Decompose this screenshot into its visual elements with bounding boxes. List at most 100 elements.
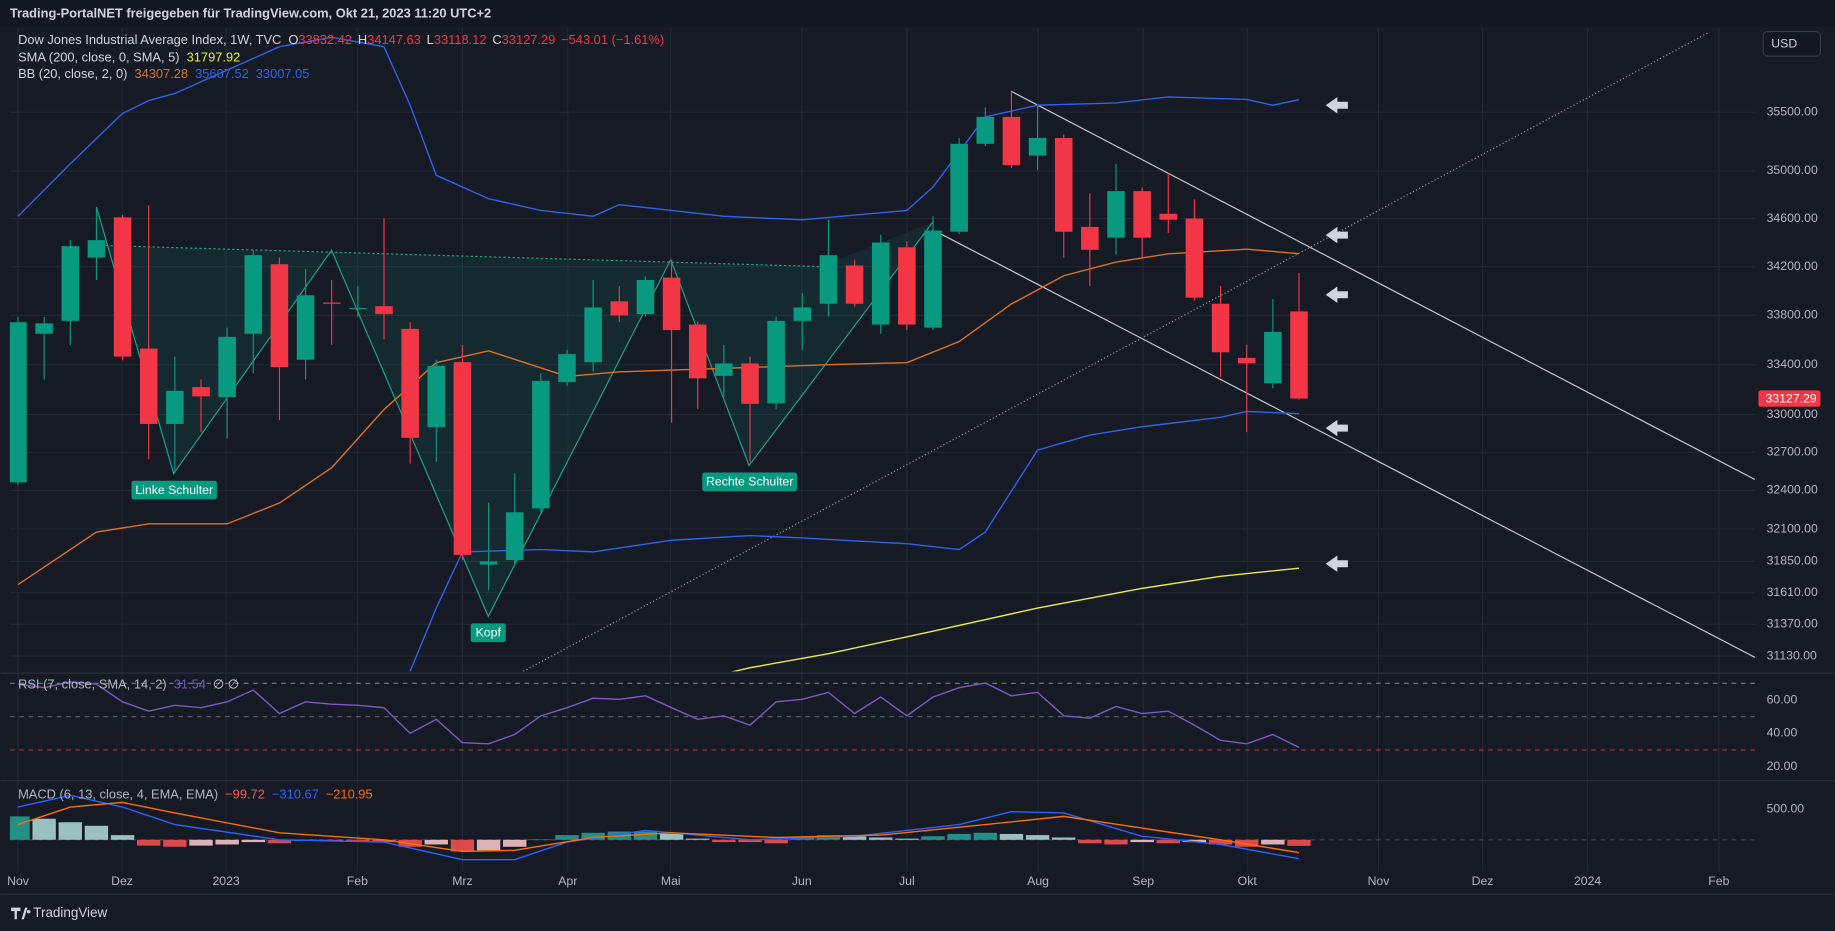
histogram-bar: [110, 835, 135, 840]
candle-body: [715, 363, 733, 376]
histogram-bar: [1261, 839, 1285, 845]
legend-value: 33007.05: [256, 66, 310, 81]
candle-body: [845, 265, 864, 304]
histogram-bar: [32, 818, 56, 840]
histogram-bar: [947, 833, 971, 840]
histogram-bar: [1025, 835, 1050, 840]
annotation-box: [470, 623, 506, 643]
y-tick-label: 31850.00: [1767, 554, 1818, 568]
marks-layer: [9, 36, 1755, 861]
legend-value: 34147.63: [367, 32, 421, 47]
candle-body: [375, 306, 393, 315]
histogram-bar: [58, 822, 82, 840]
candle-body: [1133, 191, 1151, 238]
candle-body: [61, 246, 80, 321]
histogram-bar: [633, 831, 658, 840]
annotation: Kopf: [476, 626, 502, 640]
annotation: Rechte Schulter: [706, 475, 793, 489]
indicator-line: [17, 36, 1300, 221]
histogram-bar: [738, 839, 762, 843]
candle-body: [1107, 191, 1125, 238]
top-bar: [0, 0, 1835, 27]
y-tick-label: 32700.00: [1767, 445, 1818, 459]
legend-title: Dow Jones Industrial Average Index, 1W, …: [18, 32, 281, 47]
arrows: [1325, 97, 1348, 572]
candle-body: [87, 240, 106, 258]
currency[interactable]: USD: [1771, 37, 1797, 51]
y-tick-label: 500.00: [1767, 802, 1805, 816]
histogram-bar: [424, 839, 448, 845]
legend-value: 34307.28: [134, 66, 188, 81]
rsi-line: [17, 681, 1300, 749]
histogram-bar: [1130, 839, 1154, 843]
histogram-bar: [973, 832, 997, 840]
annotation-box: [131, 480, 217, 500]
pane-marks: [9, 681, 1755, 751]
pane-marks: [9, 794, 1755, 861]
candle-body: [1028, 137, 1047, 156]
annotations: Linke Schulter Kopf Rechte Schulter: [131, 472, 798, 643]
x-tick-label: 2024: [1574, 874, 1601, 888]
candle-body: [35, 323, 53, 334]
histogram-bar: [1235, 839, 1259, 847]
pattern-fill: [96, 207, 933, 617]
candle-body: [113, 217, 132, 357]
y-tick-label: 34200.00: [1767, 259, 1818, 273]
candle-body: [349, 308, 367, 310]
candle-body: [610, 301, 629, 316]
x-tick-label: Aug: [1027, 874, 1049, 888]
histogram-bar: [346, 839, 370, 841]
currency-button[interactable]: [1762, 30, 1822, 57]
legend-change: −543.01 (−1.61%): [561, 32, 664, 47]
arrow: [1325, 97, 1348, 114]
y-tick-label: 31130.00: [1767, 648, 1817, 662]
candle-body: [662, 277, 681, 331]
histogram-bar: [842, 836, 867, 840]
candle-body: [767, 320, 785, 404]
candle-body: [1264, 331, 1282, 384]
candle-body: [1159, 213, 1178, 220]
y-tick-label: 32100.00: [1767, 521, 1818, 535]
legend-value: −310.67: [272, 787, 319, 802]
x-tick-label: Sep: [1132, 874, 1154, 888]
x-tick-label: Nov: [1368, 874, 1391, 888]
grid-layer: [9, 28, 1755, 872]
legend-value: −99.72: [225, 787, 265, 802]
annotation: Linke Schulter: [135, 483, 213, 497]
x-tick-label: Jun: [792, 874, 812, 888]
y-tick-label: 33400.00: [1767, 357, 1818, 371]
candle-body: [1081, 226, 1099, 250]
x-tick-label: Apr: [558, 874, 577, 888]
y-tick-label: 33000.00: [1767, 407, 1818, 421]
x-tick-label: Mai: [661, 874, 681, 888]
histogram-bar: [1078, 839, 1102, 844]
legend-value: 33832.42: [298, 32, 352, 47]
candle-body: [741, 363, 759, 404]
candle-body: [636, 280, 655, 315]
candle-body: [401, 328, 419, 438]
macd-legend: MACD (6, 13, close, 4, EMA, EMA) −99.72 −3…: [18, 787, 373, 802]
histogram-bar: [215, 839, 239, 845]
histogram-bar: [1104, 839, 1128, 845]
brand-name: TradingView: [33, 905, 107, 920]
histogram-bar: [1287, 839, 1311, 846]
y-tick-label: 60.00: [1767, 692, 1798, 706]
indicator-legend: SMA (200, close, 0, SMA, 5) 31797.92: [18, 50, 240, 65]
candle-body: [871, 242, 890, 325]
x-tick-label: Okt: [1238, 874, 1258, 888]
candle-body: [898, 247, 916, 325]
y-tick-label: 40.00: [1767, 726, 1798, 740]
legend-value: 33118.12: [434, 32, 487, 47]
candle-body: [532, 380, 550, 509]
legend-value: 31.54: [174, 677, 206, 692]
y-tick-label: 33800.00: [1767, 308, 1818, 322]
candle-body: [270, 264, 289, 368]
legend-title: BB (20, close, 2, 0): [18, 66, 127, 81]
candle-body: [1002, 116, 1021, 166]
legend-value: 31797.92: [187, 50, 241, 65]
histogram-bar: [712, 839, 736, 843]
histogram-bar: [1156, 839, 1180, 844]
histogram-bar: [372, 839, 396, 843]
candle-body: [505, 512, 524, 561]
